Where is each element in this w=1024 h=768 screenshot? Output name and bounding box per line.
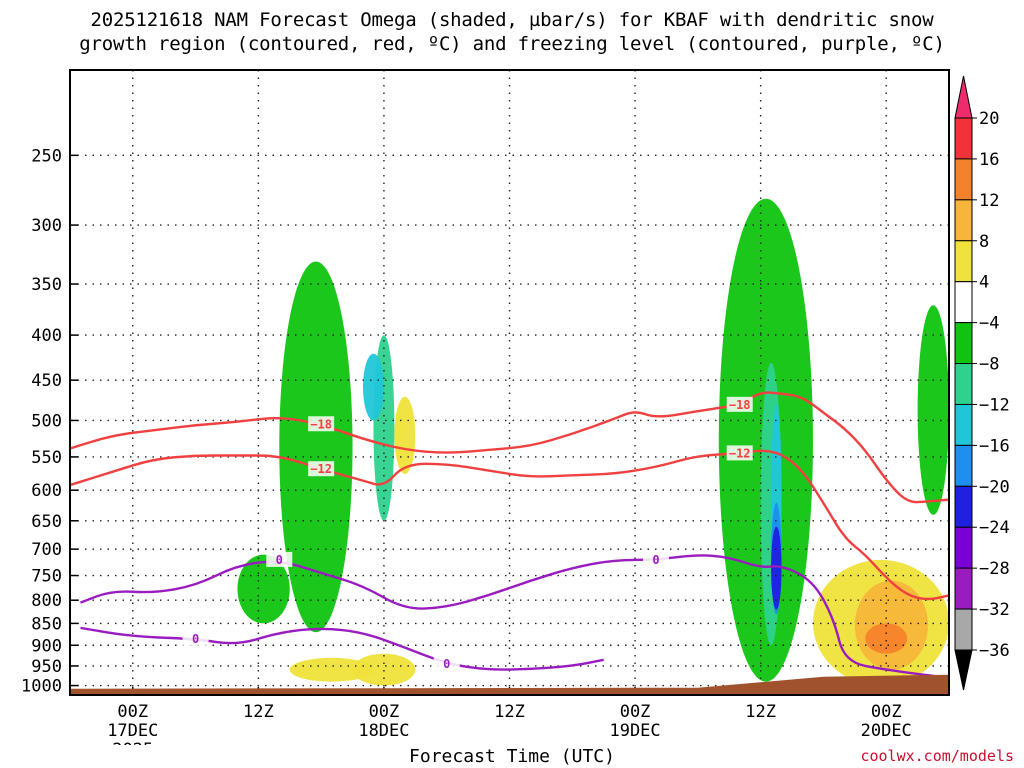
contour--18	[70, 391, 949, 504]
contour-label-bg-0-0	[266, 551, 293, 567]
colorbar-label-9: −20	[979, 477, 1010, 497]
contour-label-bg--12-1	[726, 445, 753, 461]
colorbar-label-0: 20	[979, 109, 999, 129]
colorbar-swatch-8	[954, 444, 973, 487]
colorbar-label-13: −36	[979, 641, 1010, 661]
colorbar-swatch-1	[954, 158, 973, 201]
colorbar-label-4: 4	[979, 273, 989, 293]
colorbar-top-arrow	[954, 75, 973, 119]
colorbar-label-8: −16	[979, 436, 1010, 456]
colorbar-label-3: 8	[979, 232, 989, 252]
x-tick-label-54-1: 19DEC	[609, 721, 660, 741]
colorbar-swatch-12	[954, 608, 973, 651]
omega-area-2	[289, 657, 374, 682]
y-tick-label-950: 950	[31, 657, 62, 677]
contour-label-0-low-1: 0	[443, 657, 450, 671]
y-tick-label-450: 450	[31, 371, 62, 391]
y-tick-label-300: 300	[31, 216, 62, 236]
contour-label--18-0: −18	[310, 417, 332, 431]
colorbar-swatch-4	[954, 281, 973, 324]
colorbar-swatch-3	[954, 240, 973, 283]
y-tick-label-500: 500	[31, 411, 62, 431]
colorbar-swatch-0	[954, 117, 973, 160]
x-tick-label-6-1: 17DEC	[107, 721, 158, 741]
colorbar-label-7: −12	[979, 395, 1010, 415]
title-line-1: 2025121618 NAM Forecast Omega (shaded, µ…	[90, 9, 934, 31]
x-tick-label-30-0: 00Z	[369, 702, 400, 722]
colorbar-label-6: −8	[979, 355, 999, 375]
contour-label-bg--18-1	[726, 396, 753, 412]
x-tick-label-66-0: 12Z	[745, 702, 776, 722]
contour-label--12-1: −12	[729, 446, 751, 460]
omega-area-3	[279, 261, 353, 633]
colorbar-swatch-10	[954, 526, 973, 569]
y-tick-label-350: 350	[31, 275, 62, 295]
colorbar-swatch-6	[954, 363, 973, 405]
y-tick-label-400: 400	[31, 326, 62, 346]
colorbar-swatch-11	[954, 567, 973, 610]
omega-area-5	[363, 353, 384, 421]
contour-0-low	[80, 626, 604, 671]
colorbar-bottom-arrow	[954, 649, 973, 691]
omega-area-11	[771, 526, 782, 610]
colorbar-label-10: −24	[979, 518, 1010, 538]
x-tick-label-54-0: 00Z	[620, 702, 651, 722]
contour-label-bg-0-low-0	[182, 630, 209, 646]
y-tick-label-800: 800	[31, 591, 62, 611]
omega-shading	[237, 198, 949, 686]
omega-area-14	[865, 623, 908, 654]
y-tick-label-700: 700	[31, 540, 62, 560]
y-tick-label-550: 550	[31, 448, 62, 468]
y-tick-label-250: 250	[31, 146, 62, 166]
chart-title: 2025121618 NAM Forecast Omega (shaded, µ…	[0, 8, 1024, 56]
x-axis-title: Forecast Time (UTC)	[409, 746, 615, 767]
contour-label-bg-0-low-1	[433, 655, 460, 671]
y-tick-label-900: 900	[31, 636, 62, 656]
y-tick-label-1000: 1000	[21, 677, 62, 697]
y-tick-label-600: 600	[31, 481, 62, 501]
colorbar: 20 16 12 8 4 −4 −8 −12 −16 −20 −24 −28 −32 −36	[954, 75, 1010, 691]
colorbar-label-12: −32	[979, 600, 1010, 620]
x-axis-labels: 00Z17DEC202512Z00Z18DEC12Z00Z19DEC12Z00Z…	[107, 702, 912, 745]
contour-label-0-0: 0	[276, 553, 283, 567]
contour-label-0-1: 0	[652, 553, 659, 567]
x-tick-label-42-0: 12Z	[494, 702, 525, 722]
contour-label-0-low-0: 0	[192, 632, 199, 646]
x-tick-label-6-2: 2025	[112, 740, 153, 745]
y-tick-label-650: 650	[31, 512, 62, 532]
time-height-chart: −18 −18 −12 −12 0 0 0 0 250 300 350 400 450 500 550 60…	[21, 69, 1010, 745]
colorbar-label-2: 12	[979, 191, 999, 211]
colorbar-label-1: 16	[979, 150, 999, 170]
colorbar-swatch-7	[954, 403, 973, 446]
omega-area-0	[394, 396, 416, 474]
contour--12	[70, 449, 949, 601]
contour-0	[80, 554, 949, 680]
terrain-fill	[70, 674, 949, 695]
contour-label--18-1: −18	[729, 398, 751, 412]
credit-text: coolwx.com/models	[860, 747, 1014, 765]
colorbar-swatch-9	[954, 485, 973, 528]
x-tick-label-30-1: 18DEC	[358, 721, 409, 741]
plot-frame	[69, 69, 950, 696]
x-tick-label-6-0: 00Z	[117, 702, 148, 722]
contour-label-bg--18-0	[308, 416, 335, 432]
contour-label-bg-0-1	[643, 551, 669, 567]
title-line-2: growth region (contoured, red, ºC) and f…	[79, 33, 945, 55]
colorbar-label-5: −4	[979, 314, 999, 334]
y-tick-label-850: 850	[31, 614, 62, 634]
y-tick-label-750: 750	[31, 567, 62, 587]
x-tick-label-78-0: 00Z	[871, 702, 902, 722]
y-axis-labels: 2503003504004505005506006507007508008509…	[21, 146, 62, 696]
omega-area-15	[917, 305, 949, 515]
omega-area-1	[352, 653, 416, 686]
omega-area-6	[237, 554, 290, 624]
colorbar-label-11: −28	[979, 559, 1010, 579]
colorbar-swatch-2	[954, 199, 973, 242]
contour-label--12-0: −12	[310, 462, 332, 476]
x-tick-label-18-0: 12Z	[243, 702, 274, 722]
contour-lines: −18 −18 −12 −12 0 0 0 0	[70, 391, 949, 680]
x-tick-label-78-1: 20DEC	[861, 721, 912, 741]
contour-label-bg--12-0	[308, 461, 335, 477]
colorbar-swatch-5	[954, 322, 973, 365]
